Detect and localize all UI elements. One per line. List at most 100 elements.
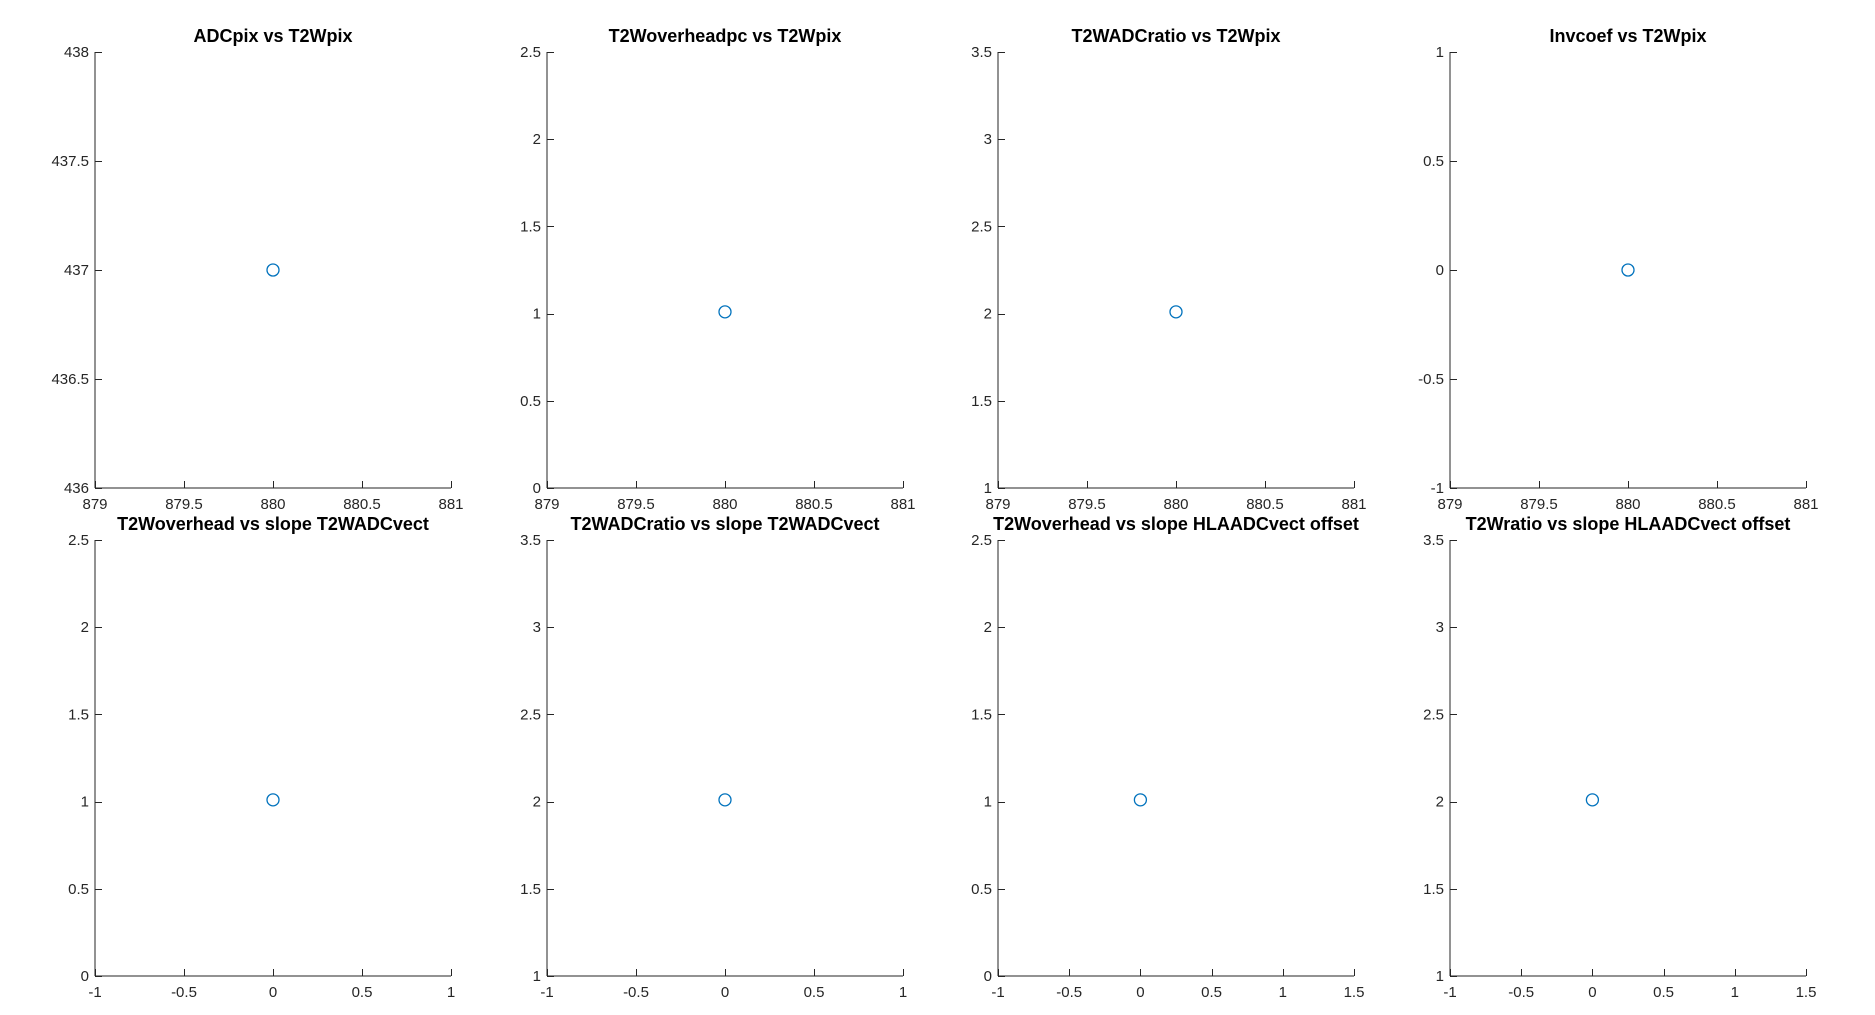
y-tick-label: 2.5 (520, 706, 541, 723)
subplot-8: T2Wratio vs slope HLAADCvect offset -1 -0.… (1423, 514, 1816, 1001)
subplot-7: T2Woverhead vs slope HLAADCvect offset -1… (971, 514, 1364, 1001)
x-tick-label: 879.5 (1520, 496, 1558, 513)
y-tick-label: 3.5 (971, 44, 992, 61)
x-tick-label: 879 (985, 496, 1010, 513)
y-tick-label: 0.5 (1423, 153, 1444, 170)
y-tick-label: 3 (533, 619, 541, 636)
x-tick-label: -1 (1443, 984, 1456, 1001)
y-tick-label: 1.5 (520, 218, 541, 235)
x-tick-label: 1.5 (1796, 984, 1817, 1001)
subplot-title: T2Woverhead vs slope HLAADCvect offset (993, 514, 1359, 534)
x-tick-label: 879 (534, 496, 559, 513)
y-tick-label: 1.5 (971, 706, 992, 723)
y-tick-label: 3 (1436, 619, 1444, 636)
x-tick-label: 879 (1437, 496, 1462, 513)
y-tick-label: -1 (1431, 480, 1444, 497)
y-tick-label: 0 (984, 968, 992, 985)
x-tick-label: 879.5 (1068, 496, 1106, 513)
x-tick-label: 881 (1341, 496, 1366, 513)
y-tick-label: 1.5 (971, 393, 992, 410)
y-tick-label: -0.5 (1418, 371, 1444, 388)
y-tick-label: 0 (533, 480, 541, 497)
data-point (1169, 305, 1183, 319)
x-tick-label: 880 (712, 496, 737, 513)
y-tick-label: 438 (64, 44, 89, 61)
x-tick-label: 1 (1279, 984, 1287, 1001)
x-tick-label: 880.5 (1698, 496, 1736, 513)
data-point (1621, 263, 1635, 277)
x-tick-label: 880.5 (1246, 496, 1284, 513)
x-tick-label: 0 (721, 984, 729, 1001)
y-tick-label: 1 (984, 480, 992, 497)
y-tick-label: 0 (81, 968, 89, 985)
y-tick-label: 0.5 (971, 881, 992, 898)
x-tick-label: 0.5 (804, 984, 825, 1001)
x-tick-label: 880.5 (343, 496, 381, 513)
data-point (718, 305, 732, 319)
y-tick-label: 2.5 (1423, 706, 1444, 723)
data-point (1585, 793, 1600, 807)
x-tick-label: 0 (1136, 984, 1144, 1001)
subplot-title: T2WADCratio vs slope T2WADCvect (570, 514, 879, 534)
subplot-title: Invcoef vs T2Wpix (1549, 26, 1706, 46)
x-tick-label: -0.5 (1508, 984, 1534, 1001)
x-tick-label: 879.5 (617, 496, 655, 513)
x-tick-label: -1 (88, 984, 101, 1001)
x-tick-label: 1.5 (1344, 984, 1365, 1001)
y-tick-label: 2 (81, 619, 89, 636)
y-tick-label: 1 (533, 306, 541, 323)
y-tick-label: 1.5 (1423, 881, 1444, 898)
x-tick-label: 880 (1163, 496, 1188, 513)
subplot-title: ADCpix vs T2Wpix (193, 26, 352, 46)
subplot-title: T2Woverheadpc vs T2Wpix (609, 26, 842, 46)
x-tick-label: 879 (82, 496, 107, 513)
x-tick-label: 881 (890, 496, 915, 513)
subplot-5: T2Woverhead vs slope T2WADCvect -1 -0.5 0 0.… (68, 514, 455, 1001)
y-tick-label: 2 (984, 306, 992, 323)
x-tick-label: -0.5 (171, 984, 197, 1001)
y-tick-label: 0.5 (520, 393, 541, 410)
x-tick-label: -0.5 (623, 984, 649, 1001)
y-tick-label: 2 (533, 131, 541, 148)
data-point (718, 793, 732, 807)
y-tick-label: 437.5 (51, 153, 89, 170)
y-tick-label: 2 (1436, 794, 1444, 811)
subplot-2: T2Woverheadpc vs T2Wpix 879 879.5 880 880.5 8… (520, 26, 915, 513)
y-tick-label: 436 (64, 480, 89, 497)
y-tick-label: 2.5 (971, 532, 992, 549)
x-tick-label: 0.5 (1201, 984, 1222, 1001)
x-tick-label: 880 (1615, 496, 1640, 513)
y-tick-label: 1 (1436, 968, 1444, 985)
y-tick-label: 2 (984, 619, 992, 636)
x-tick-label: 0 (269, 984, 277, 1001)
x-tick-label: 880.5 (795, 496, 833, 513)
data-point (1133, 793, 1148, 807)
data-point (266, 793, 280, 807)
y-tick-label: 3.5 (1423, 532, 1444, 549)
x-tick-label: 0.5 (1653, 984, 1674, 1001)
y-tick-label: 0 (1436, 262, 1444, 279)
x-tick-label: -0.5 (1056, 984, 1082, 1001)
subplot-title: T2Woverhead vs slope T2WADCvect (117, 514, 429, 534)
y-tick-label: 2 (533, 794, 541, 811)
x-tick-label: 1 (1731, 984, 1739, 1001)
subplot-3: T2WADCratio vs T2Wpix 879 879.5 880 880.5 881… (971, 26, 1366, 513)
y-tick-label: 1 (81, 794, 89, 811)
y-tick-label: 437 (64, 262, 89, 279)
data-point (266, 263, 280, 277)
y-tick-label: 0.5 (68, 881, 89, 898)
y-tick-label: 1 (984, 794, 992, 811)
subplot-1: ADCpix vs T2Wpix 879 879.5 880 880.5 881 436 43… (51, 26, 463, 513)
x-tick-label: 1 (447, 984, 455, 1001)
y-tick-label: 1 (1436, 44, 1444, 61)
subplot-title: T2WADCratio vs T2Wpix (1071, 26, 1280, 46)
y-tick-label: 2.5 (971, 218, 992, 235)
x-tick-label: 879.5 (165, 496, 203, 513)
x-tick-label: 0.5 (352, 984, 373, 1001)
y-tick-label: 1.5 (520, 881, 541, 898)
x-tick-label: 881 (1793, 496, 1818, 513)
subplot-6: T2WADCratio vs slope T2WADCvect -1 -0.5 0 0.… (520, 514, 907, 1001)
y-tick-label: 436.5 (51, 371, 89, 388)
y-tick-label: 1 (533, 968, 541, 985)
subplot-title: T2Wratio vs slope HLAADCvect offset (1466, 514, 1791, 534)
